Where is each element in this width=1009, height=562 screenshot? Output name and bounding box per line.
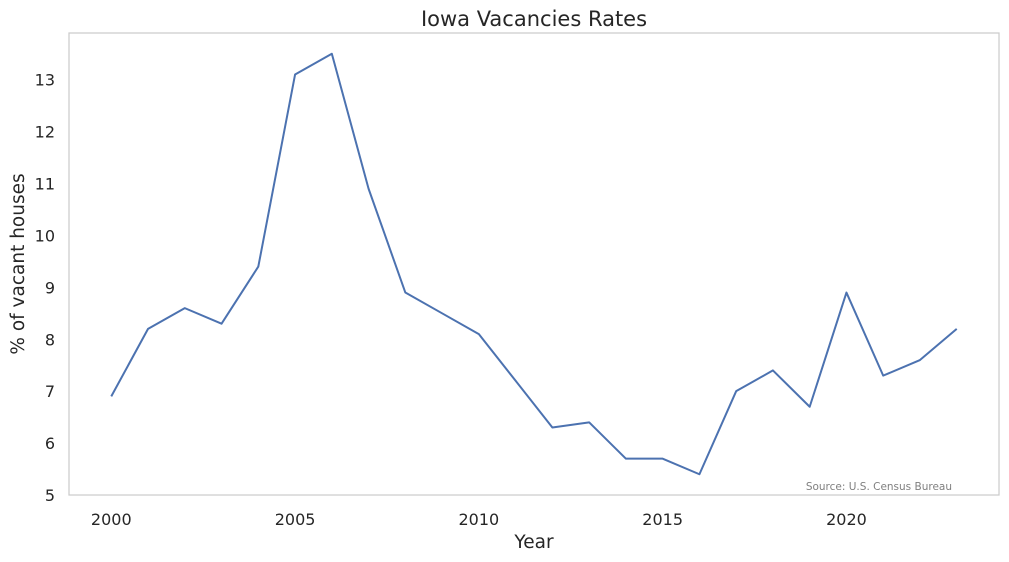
x-tick-label: 2020 [826, 510, 867, 529]
y-axis-label: % of vacant houses [8, 173, 29, 354]
y-tick-label: 7 [45, 382, 55, 401]
y-tick-label: 6 [45, 434, 55, 453]
y-tick-label: 9 [45, 278, 55, 297]
x-tick-label: 2015 [642, 510, 683, 529]
chart-title: Iowa Vacancies Rates [421, 7, 647, 31]
y-tick-label: 10 [35, 226, 55, 245]
y-tick-label: 8 [45, 330, 55, 349]
x-tick-label: 2005 [275, 510, 316, 529]
y-tick-label: 13 [35, 71, 55, 90]
x-axis-label: Year [513, 532, 554, 553]
y-axis-ticks: 5 6 7 8 9 10 11 12 13 [35, 71, 55, 505]
y-tick-label: 5 [45, 486, 55, 505]
source-annotation: Source: U.S. Census Bureau [806, 481, 952, 493]
y-tick-label: 12 [35, 123, 55, 142]
x-axis-ticks: 2000 2005 2010 2015 2020 [91, 510, 867, 529]
x-tick-label: 2000 [91, 510, 132, 529]
series-line [110, 52, 958, 476]
y-tick-label: 11 [35, 175, 55, 194]
plot-frame [68, 32, 1000, 496]
x-tick-label: 2010 [459, 510, 500, 529]
